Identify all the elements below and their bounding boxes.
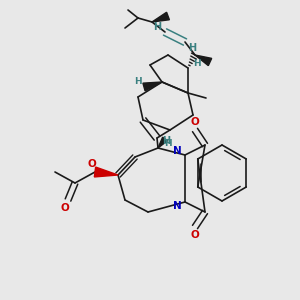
Text: N: N: [172, 146, 182, 156]
Text: H: H: [193, 59, 201, 68]
Polygon shape: [152, 12, 169, 22]
Polygon shape: [158, 137, 167, 148]
Polygon shape: [94, 167, 118, 177]
Text: H: H: [134, 76, 142, 85]
Polygon shape: [143, 82, 162, 91]
Text: O: O: [190, 117, 200, 127]
Text: N: N: [172, 201, 182, 211]
Text: O: O: [190, 230, 200, 240]
Text: O: O: [88, 159, 96, 169]
Polygon shape: [195, 55, 212, 66]
Text: H: H: [153, 22, 161, 32]
Text: H: H: [188, 43, 196, 53]
Text: H: H: [162, 136, 170, 146]
Text: H: H: [164, 139, 172, 148]
Text: O: O: [61, 203, 69, 213]
